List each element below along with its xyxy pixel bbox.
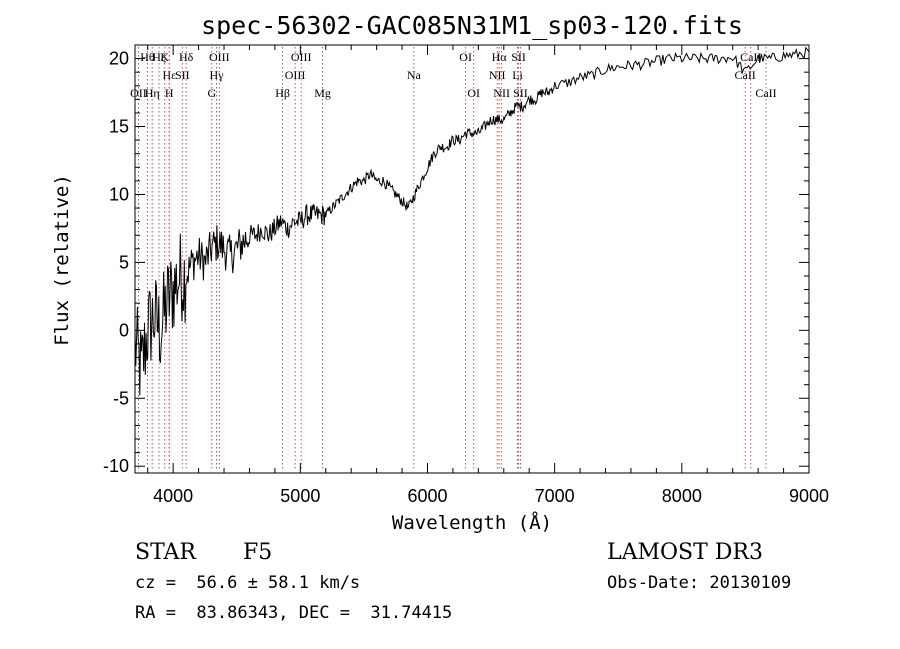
x-tick-label: 4000 [153,486,193,506]
annotation-label: Hβ [275,86,290,100]
annotation-label: NII [493,86,510,100]
annotation-label: Hθ [140,50,155,64]
spectral-subclass: F5 [243,540,273,565]
annotation-label: CaII [740,50,761,64]
annotation-label: NII [489,68,506,82]
annotation-label: CaII [734,68,755,82]
x-axis-label: Wavelength (Å) [392,511,552,534]
x-axis: 4000 5000 6000 7000 8000 9000 [147,45,829,506]
x-tick-label: 8000 [662,486,702,506]
annotation-label: Mg [314,86,331,100]
y-tick-label: 15 [109,117,129,137]
annotation-label: SII [513,86,528,100]
redshift-cz: cz = 56.6 ± 58.1 km/s [135,573,361,593]
annotation-label: H [165,86,174,100]
chart-title: spec-56302-GAC085N31M1_sp03-120.fits [201,11,743,40]
y-axis: -10 -5 0 5 10 15 20 [103,49,809,476]
y-tick-label: 0 [119,320,129,340]
annotation-label: K [160,50,169,64]
ra-dec-coords: RA = 83.86343, DEC = 31.74415 [135,603,453,623]
annotation-label: Na [407,68,422,82]
plot-frame [134,44,810,474]
survey-name: LAMOST DR3 [607,540,763,565]
y-tick-label: 5 [119,252,129,272]
annotation-label: OI [467,86,480,100]
annotation-label: OI [459,50,472,64]
annotation-label: OIII [285,68,306,82]
y-tick-label: 20 [109,49,129,69]
annotation-label: Hα [492,50,508,64]
y-tick-label: -10 [103,456,129,476]
y-tick-label: 10 [109,184,129,204]
y-axis-label: Flux (relative) [51,174,73,346]
annotation-label: SII [175,68,190,82]
annotation-lines: OIIHθHηHζKHεHSIIHδGHγOIIIHβOIIIOIIIMgNaO… [130,47,777,471]
annotation-label: OIII [209,50,230,64]
observation-date: Obs-Date: 20130109 [607,573,792,593]
annotation-label: OII [130,86,147,100]
y-tick-label: -5 [113,388,129,408]
annotation-label: OIII [291,50,312,64]
x-tick-label: 9000 [789,486,829,506]
annotation-label: CaII [755,86,776,100]
annotation-label: Hγ [210,68,225,82]
object-type: STAR [135,540,196,565]
annotation-label: Hη [145,86,160,100]
annotation-label: Hζ [152,50,166,64]
annotation-label: SII [511,50,526,64]
annotation-label: Hδ [179,50,194,64]
x-tick-label: 5000 [280,486,320,506]
spectrum-series [134,46,810,396]
annotation-label: G [207,86,216,100]
spectrum-line [134,46,810,396]
annotation-label: Li [512,68,523,82]
x-tick-label: 7000 [535,486,575,506]
x-tick-label: 6000 [407,486,447,506]
